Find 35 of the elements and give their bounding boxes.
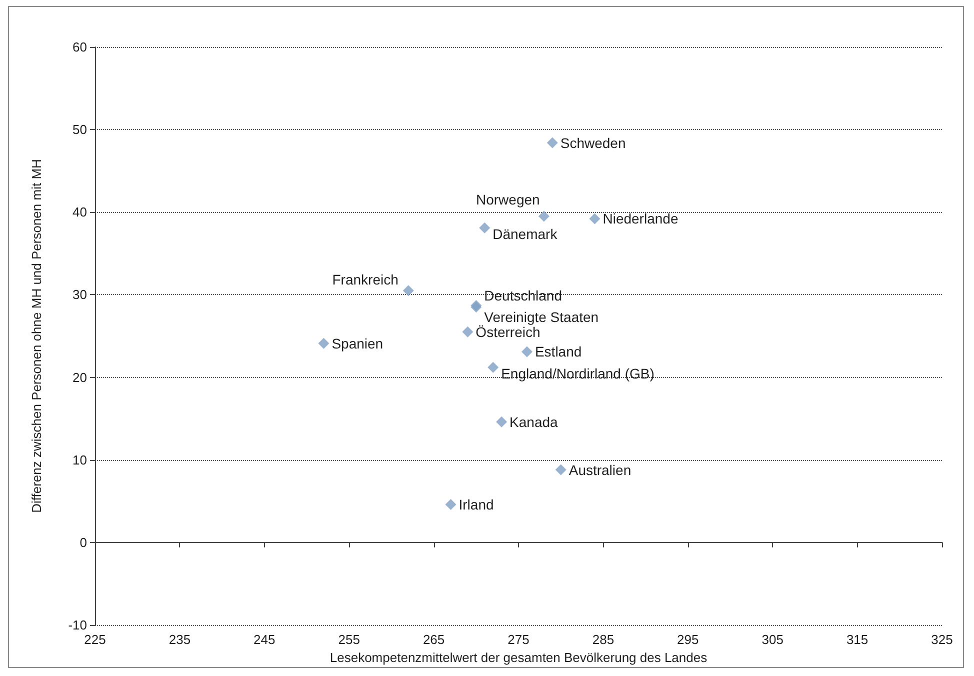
- annotation: Spanien: [332, 335, 384, 352]
- y-tick-label: -10: [68, 618, 87, 632]
- x-axis-title: Lesekompetenzmittelwert der gesamten Bevölkerung des Landes: [330, 650, 708, 665]
- annotation: Österreich: [476, 324, 540, 340]
- annotation: Australien: [568, 462, 632, 478]
- y-tick-label: 40: [72, 204, 87, 220]
- x-tick-label: 255: [338, 632, 360, 647]
- x-tick-label: 285: [592, 632, 614, 647]
- x-tick-label: 265: [422, 632, 445, 647]
- x-tick-label: 315: [846, 632, 868, 647]
- x-tick-label: 245: [254, 632, 276, 647]
- y-tick-label: 60: [72, 40, 87, 54]
- y-tick-label: 50: [72, 122, 87, 138]
- annotation: Deutschland: [484, 287, 562, 304]
- y-tick-label: 20: [72, 370, 87, 385]
- annotation: Irland: [458, 496, 494, 512]
- annotation: Schweden: [560, 134, 626, 151]
- annotation: Vereinigte Staaten: [484, 309, 599, 326]
- annotation: Niederlande: [602, 210, 678, 227]
- x-tick-label: 295: [677, 632, 699, 647]
- x-tick-label: 235: [168, 632, 191, 647]
- y-axis-title: Differenz zwischen Personen ohne MH und Personen mit MH: [29, 159, 44, 513]
- annotation: Frankreich: [332, 272, 398, 288]
- annotation: Estland: [534, 344, 582, 360]
- annotation: Dänemark: [492, 226, 558, 242]
- x-tick-label: 305: [762, 632, 784, 647]
- annotation: England/Nordirland (GB): [501, 365, 654, 382]
- annotation: Kanada: [510, 414, 558, 430]
- x-tick-label: 325: [931, 632, 953, 647]
- y-tick-label: 30: [72, 287, 87, 302]
- annotation: Norwegen: [476, 191, 540, 208]
- y-tick-label: 10: [72, 452, 87, 468]
- x-tick-label: 275: [508, 632, 530, 647]
- y-tick-label: 0: [80, 534, 87, 550]
- x-tick-label: 225: [84, 632, 106, 647]
